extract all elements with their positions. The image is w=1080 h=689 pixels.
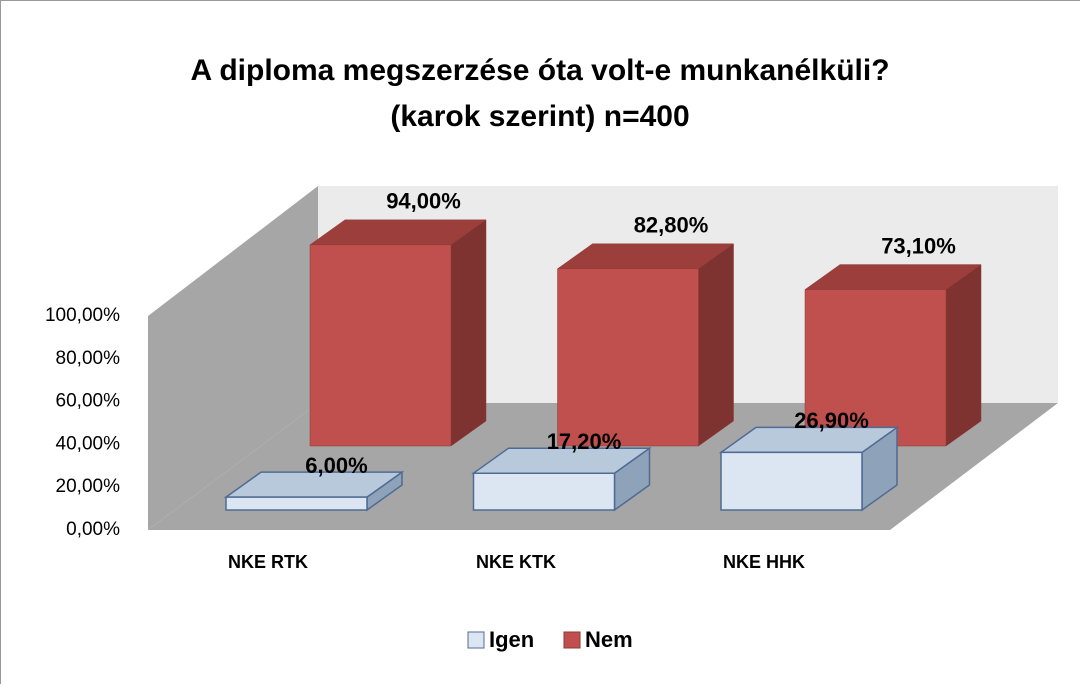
- bar: [310, 220, 486, 446]
- y-tick-label: 0,00%: [66, 519, 120, 540]
- chart-title: (karok szerint) n=400: [390, 100, 689, 133]
- bar: [558, 244, 734, 446]
- bar-front: [558, 269, 699, 446]
- bar: [474, 448, 650, 510]
- x-tick-label: NKE KTK: [476, 552, 556, 572]
- chart-title: A diploma megszerzése óta volt-e munkané…: [190, 54, 889, 87]
- y-tick-label: 100,00%: [45, 305, 120, 326]
- bar-front: [310, 245, 451, 446]
- bar-side: [451, 220, 486, 446]
- y-tick-label: 20,00%: [56, 476, 121, 497]
- data-label: 17,20%: [547, 429, 622, 454]
- bar: [721, 427, 897, 510]
- legend-label: Igen: [489, 627, 534, 652]
- data-label: 94,00%: [386, 189, 461, 214]
- bar-front: [721, 452, 862, 510]
- data-label: 73,10%: [881, 233, 956, 258]
- bar-front: [226, 497, 367, 510]
- x-tick-label: NKE HHK: [723, 552, 805, 572]
- legend-swatch: [468, 632, 484, 648]
- legend-label: Nem: [585, 627, 633, 652]
- bar-front: [474, 473, 615, 510]
- y-tick-label: 40,00%: [56, 433, 121, 454]
- y-tick-label: 60,00%: [56, 391, 121, 412]
- bar-side: [699, 244, 734, 446]
- legend-swatch: [564, 632, 580, 648]
- data-label: 82,80%: [634, 213, 709, 238]
- y-tick-label: 80,00%: [56, 348, 121, 369]
- x-tick-label: NKE RTK: [228, 552, 308, 572]
- data-label: 6,00%: [305, 453, 367, 478]
- data-label: 26,90%: [794, 408, 869, 433]
- bar-side: [946, 265, 981, 446]
